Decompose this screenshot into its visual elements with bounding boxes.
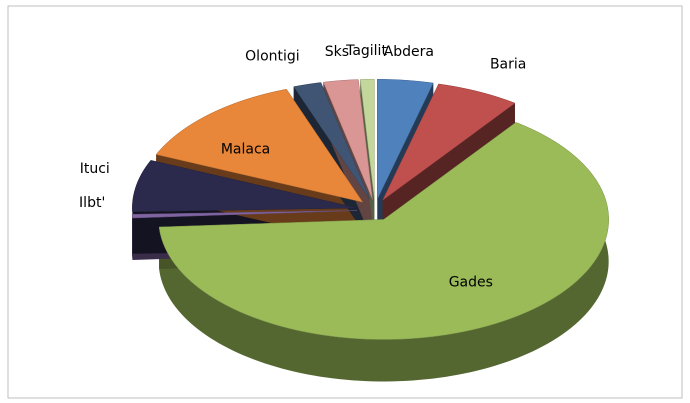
pie-labels: Abdera Baria Gades Ilbt' Ituci Malaca Olontigi… bbox=[79, 43, 526, 291]
pie-slice bbox=[323, 79, 373, 200]
pie-slice bbox=[158, 122, 609, 340]
slice-label: Baria bbox=[490, 57, 526, 73]
pie-slice bbox=[131, 210, 358, 219]
slice-label: Gades bbox=[449, 275, 493, 291]
pie-slice bbox=[155, 88, 364, 203]
pie-tops bbox=[131, 78, 609, 340]
slice-label: Sks bbox=[325, 44, 349, 60]
pie-slice bbox=[382, 83, 516, 201]
slice-label: Ituci bbox=[80, 161, 110, 177]
slice-label: Abdera bbox=[384, 44, 434, 60]
pie-slice bbox=[293, 82, 371, 200]
slice-label: Malaca bbox=[221, 142, 270, 158]
slice-label: Olontigi bbox=[245, 49, 300, 65]
pie-slice bbox=[360, 78, 375, 200]
slice-label: Ilbt' bbox=[79, 195, 105, 211]
pie-slice bbox=[377, 79, 434, 200]
pie-slice bbox=[132, 160, 358, 213]
slice-label: Tagilit bbox=[345, 43, 387, 59]
